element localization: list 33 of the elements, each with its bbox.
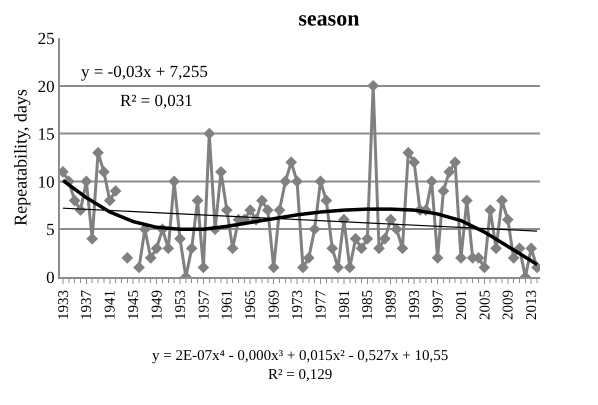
chart-title: season [298, 6, 360, 31]
text: R² = 0,129 [268, 367, 332, 383]
x-tick-label: 2013 [524, 290, 540, 320]
x-tick-label: 2009 [500, 290, 517, 320]
x-tick-label: 1961 [220, 290, 236, 320]
annotation: y = -0,03x + 7,255 [81, 62, 208, 81]
x-tick-label: 1957 [196, 290, 212, 320]
x-tick-label: 1937 [79, 290, 96, 320]
x-tick-label: 1949 [149, 290, 166, 320]
text: y = 2E-07x⁴ - 0,000x³ + 0,015x² - 0,527x + 10,55 [152, 348, 448, 364]
x-tick-label: 1965 [243, 290, 260, 320]
x-tick-label: 2001 [454, 290, 470, 320]
x-tick-label: 1997 [430, 290, 446, 320]
x-tick-label: 1941 [102, 290, 119, 320]
y-axis-title: Repeatability, days [10, 89, 30, 226]
x-tick-label: 2005 [477, 290, 494, 320]
y-tick-label: 0 [46, 268, 55, 287]
x-tick-label: 1953 [172, 290, 189, 320]
x-tick-label: 1969 [266, 290, 283, 320]
y-tick-label: 25 [38, 28, 55, 48]
y-tick-label: 5 [46, 220, 55, 240]
x-tick-label: 1993 [407, 290, 424, 320]
x-tick-label: 1945 [126, 290, 142, 320]
y-tick-label: 15 [38, 124, 55, 144]
annotation: R² = 0,031 [120, 91, 193, 110]
y-tick-label: 10 [38, 172, 55, 192]
y-tick-label: 20 [38, 76, 55, 96]
x-tick-label: 1973 [290, 290, 306, 320]
x-tick-label: 1977 [313, 290, 330, 320]
x-tick-label: 1985 [360, 290, 376, 320]
x-tick-label: 1989 [384, 290, 400, 320]
x-tick-label: 1981 [336, 290, 353, 320]
x-tick-label: 1933 [56, 290, 72, 320]
